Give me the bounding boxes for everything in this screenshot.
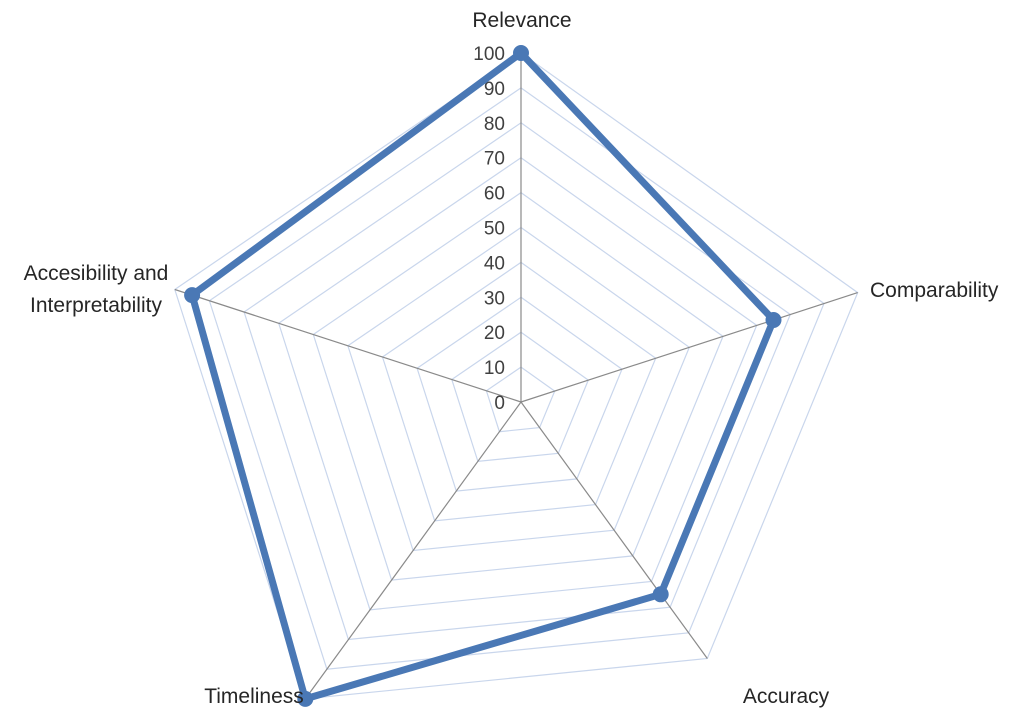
spoke-4 (174, 288, 522, 403)
data-point-0-2 (652, 586, 669, 603)
axis-label-line-3-0: Timeliness (204, 685, 304, 708)
tick-label-50: 50 (484, 219, 505, 240)
gridline-40 (381, 261, 657, 522)
axis-label-line-4-0: Accesibility and (24, 262, 169, 285)
radar-grid (174, 52, 859, 700)
gridline-90 (208, 87, 825, 670)
data-point-0-1 (765, 312, 782, 328)
axis-label-1: Comparability (870, 279, 999, 302)
radar-spokes (174, 53, 858, 700)
data-point-0-0 (513, 45, 529, 61)
spoke-2 (520, 401, 708, 659)
axis-label-line-0-0: Relevance (472, 9, 571, 32)
gridline-80 (243, 122, 792, 641)
spoke-1 (520, 292, 858, 403)
radar-series (184, 45, 782, 707)
tick-label-10: 10 (484, 358, 505, 379)
radial-tick-labels: 0 10 20 30 40 50 60 70 80 90 100 (473, 44, 505, 414)
tick-label-60: 60 (484, 184, 505, 205)
axis-label-0: Relevance (472, 9, 571, 32)
data-point-0-4 (184, 287, 201, 304)
tick-label-90: 90 (484, 79, 505, 100)
gridline-50 (347, 226, 691, 552)
data-point-0-3 (297, 690, 314, 707)
axis-label-line-2-0: Accuracy (743, 685, 830, 708)
series-line-0 (188, 49, 777, 703)
gridline-100 (174, 52, 859, 700)
tick-label-100: 100 (473, 44, 505, 65)
gridline-30 (416, 296, 623, 492)
tick-label-20: 20 (484, 323, 505, 344)
gridline-60 (312, 191, 724, 581)
axis-label-3: Timeliness (204, 685, 304, 708)
gridline-70 (277, 156, 758, 611)
axis-label-2: Accuracy (743, 685, 830, 708)
category-labels: Relevance Comparability Accuracy Timeliness… (24, 9, 999, 708)
axis-label-line-4-1: Interpretability (30, 294, 162, 317)
gridline-20 (451, 331, 590, 463)
spoke-3 (304, 401, 522, 700)
tick-label-30: 30 (484, 288, 505, 309)
tick-label-80: 80 (484, 114, 505, 135)
tick-label-0: 0 (494, 393, 505, 414)
axis-label-line-1-0: Comparability (870, 279, 999, 302)
gridline-10 (485, 366, 556, 433)
tick-label-40: 40 (484, 253, 505, 274)
tick-label-70: 70 (484, 149, 505, 170)
axis-label-4: Accesibility and Interpretability (24, 262, 169, 317)
